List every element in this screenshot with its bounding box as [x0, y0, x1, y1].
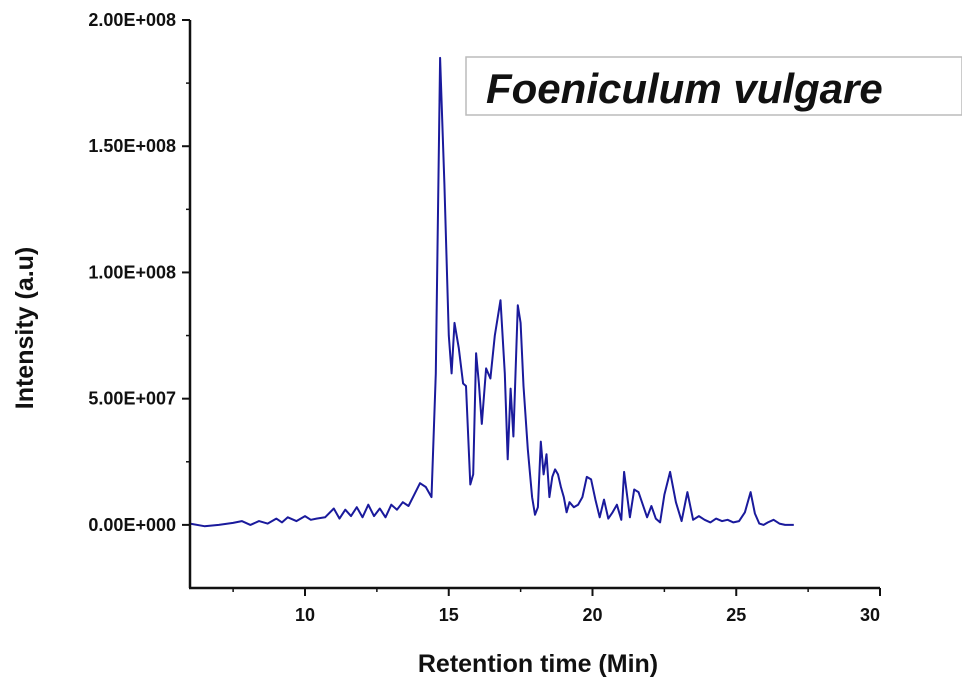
y-tick-label: 5.00E+007 — [88, 389, 176, 409]
x-ticks: 10 15 20 25 30 — [232, 588, 881, 625]
x-tick-label: 30 — [860, 605, 880, 625]
x-axis-title: Retention time (Min) — [418, 650, 658, 678]
y-ticks: 0.00E+000 5.00E+007 1.00E+008 1.50E+008 2.00… — [88, 10, 190, 535]
x-tick-label: 20 — [582, 605, 602, 625]
y-tick-label: 0.00E+000 — [88, 515, 176, 535]
y-tick-label: 1.50E+008 — [88, 136, 176, 156]
y-tick-label: 1.00E+008 — [88, 262, 176, 282]
x-tick-label: 25 — [726, 605, 746, 625]
legend-box — [465, 56, 962, 116]
series-line — [189, 56, 794, 528]
x-tick-label: 15 — [439, 605, 459, 625]
legend-series-label: Foeniculum vulgare — [486, 65, 883, 112]
x-tick-label: 10 — [295, 605, 315, 625]
y-axis-title: Intensity (a.u) — [11, 247, 39, 410]
y-tick-label: 2.00E+008 — [88, 10, 176, 30]
legend: Foeniculum vulgare — [465, 56, 962, 116]
